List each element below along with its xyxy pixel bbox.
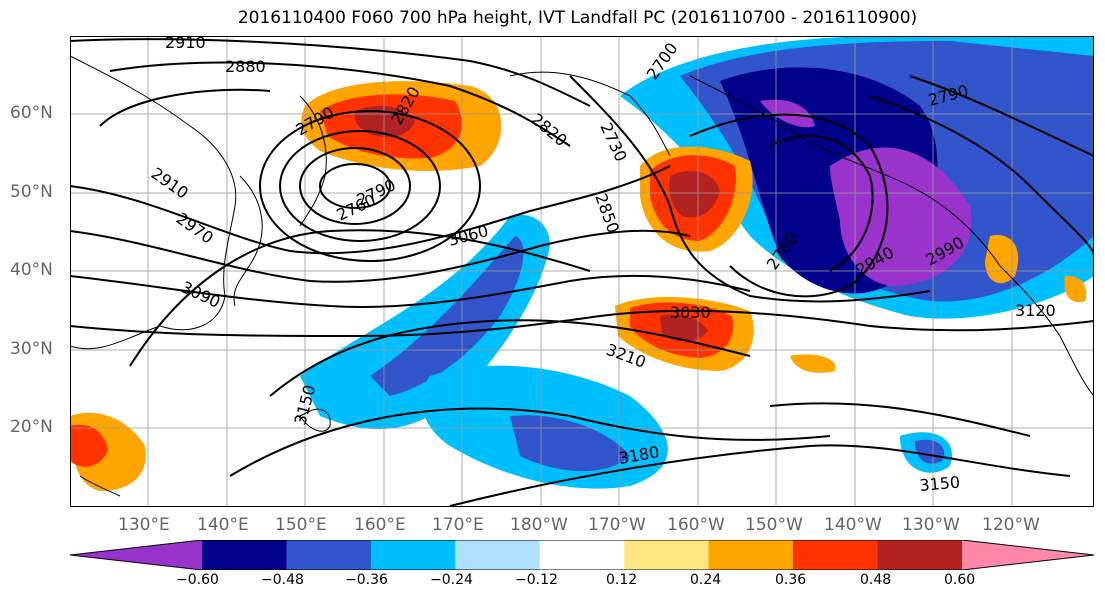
lat-label: 40°N (10, 260, 53, 280)
height-contours (70, 38, 1094, 507)
lon-label: 130°E (118, 515, 170, 535)
map-panel: 2910 2880 2790 2820 2760 2790 2910 2970 … (70, 36, 1094, 507)
colorbar-segment (286, 540, 372, 570)
colorbar-segment (539, 540, 625, 570)
colorbar-tick: −0.24 (430, 572, 473, 588)
colorbar-tick: −0.60 (176, 572, 219, 588)
lon-label: 160°W (667, 515, 725, 535)
shade-neg-east-mid (915, 439, 945, 464)
lon-label: 160°E (354, 515, 406, 535)
colorbar-segment (370, 540, 456, 570)
shade-pos-mid-orange (790, 354, 836, 373)
graticule (70, 36, 1094, 507)
lon-label: 170°E (432, 515, 484, 535)
contour-label: 3120 (1015, 301, 1056, 320)
colorbar-segment (624, 540, 710, 570)
colorbar-segments (70, 540, 1094, 570)
coastlines (70, 55, 1094, 497)
shade-pos-ne-orange-2 (1064, 275, 1087, 303)
lon-label: 140°E (197, 515, 249, 535)
colorbar-segment (70, 540, 202, 570)
colorbar-tick: −0.48 (261, 572, 304, 588)
colorbar-tick: 0.24 (690, 572, 722, 588)
colorbar-tick: −0.12 (515, 572, 558, 588)
map-frame (70, 36, 1094, 507)
shade-negative-purple (830, 147, 972, 286)
colorbar-tick: −0.36 (345, 572, 388, 588)
colorbar-segment (708, 540, 794, 570)
lon-label: 150°W (745, 515, 803, 535)
shade-pos-goa-dark (669, 171, 720, 218)
colorbar-segment (962, 540, 1094, 570)
lon-label: 130°W (902, 515, 960, 535)
lat-label: 50°N (10, 182, 53, 202)
lat-label: 60°N (10, 103, 53, 123)
colorbar-tick: 0.12 (606, 572, 638, 588)
contour-label: 2880 (225, 57, 266, 76)
shade-neg-band-mid-2 (510, 415, 630, 471)
lat-label: 30°N (10, 339, 53, 359)
shade-pos-sw-red (70, 424, 108, 467)
shade-pos-central-dark (660, 314, 708, 342)
plot-title: 2016110400 F060 700 hPa height, IVT Land… (237, 8, 918, 28)
colorbar-segment (877, 540, 963, 570)
lon-label: 140°W (824, 515, 882, 535)
colorbar-tick: 0.48 (860, 572, 892, 588)
contour-label: 3030 (670, 303, 711, 322)
colorbar-tick: 0.36 (775, 572, 807, 588)
shade-pos-ne-orange (985, 235, 1019, 284)
colorbar-segment (793, 540, 879, 570)
contour-label: 2910 (165, 36, 206, 52)
contour-label: 3150 (919, 473, 961, 495)
lon-label: 150°E (275, 515, 327, 535)
lon-label: 170°W (588, 515, 646, 535)
colorbar (70, 540, 1094, 570)
lon-label: 120°W (982, 515, 1040, 535)
colorbar-segment (455, 540, 541, 570)
colorbar-segment (202, 540, 287, 570)
lat-label: 20°N (10, 417, 53, 437)
colorbar-tick: 0.60 (944, 572, 976, 588)
shade-neg-band-mid (370, 236, 524, 396)
lon-label: 180°W (510, 515, 568, 535)
